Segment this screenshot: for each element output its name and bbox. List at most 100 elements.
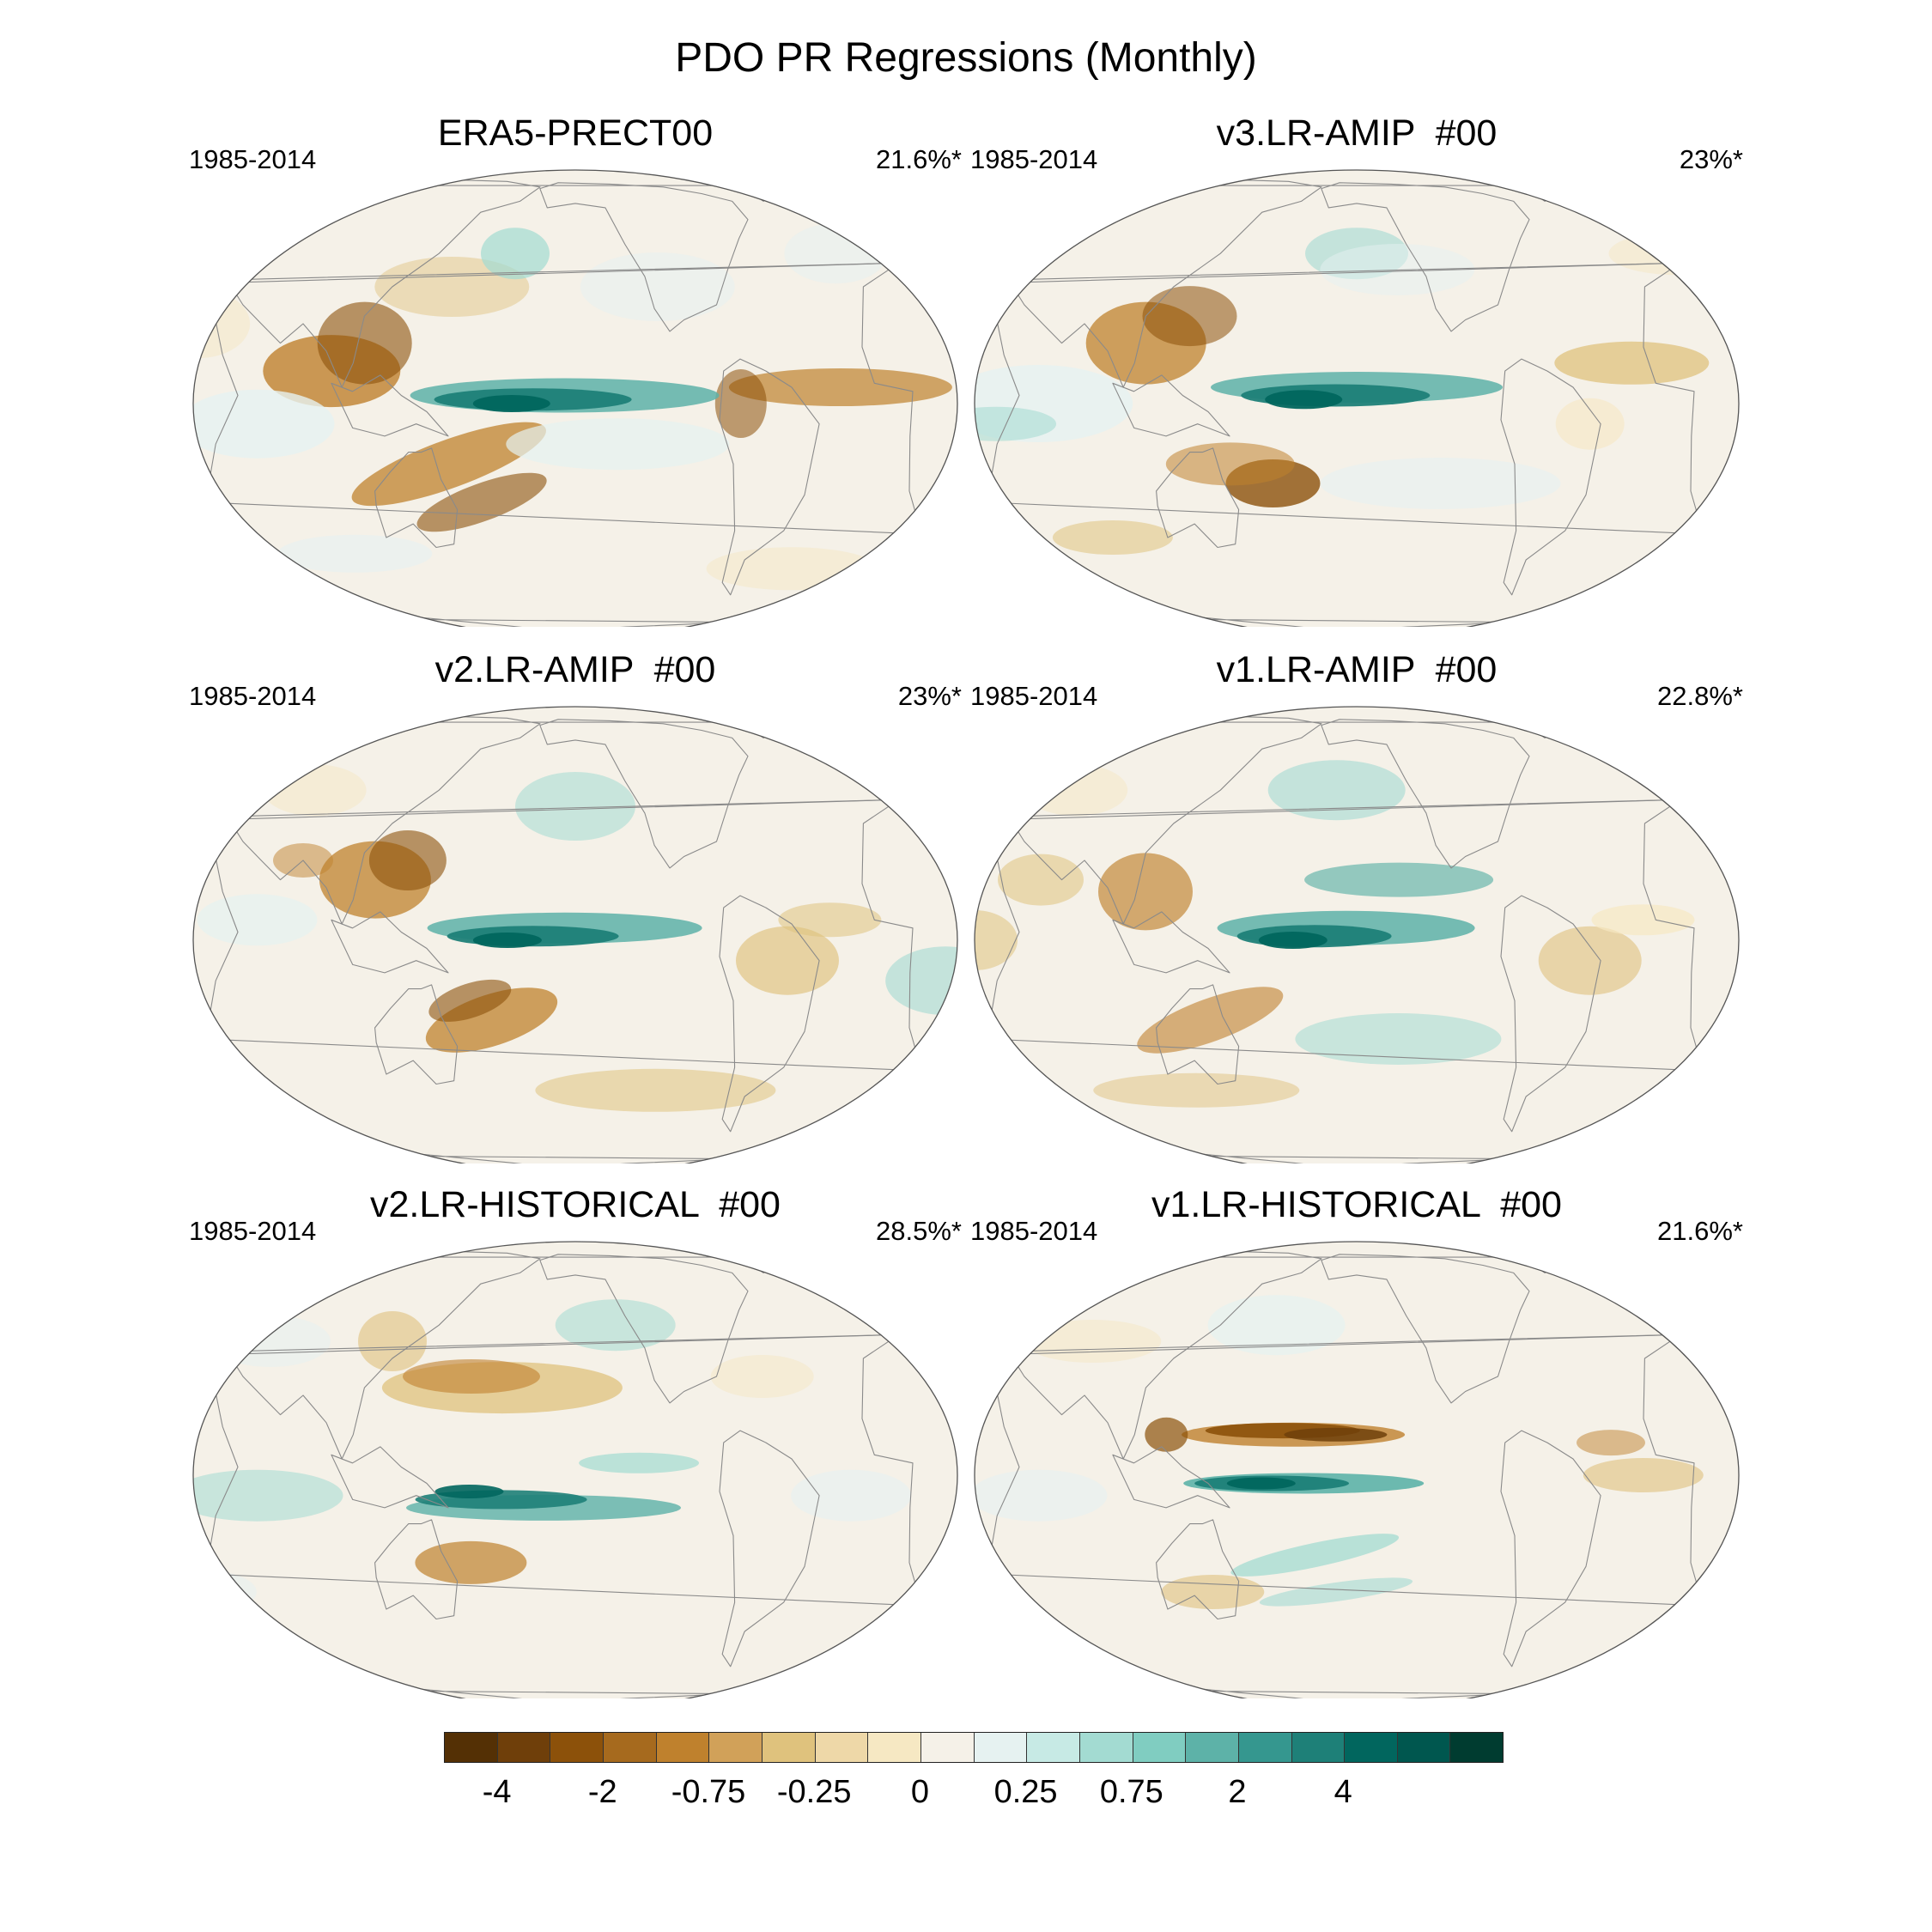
panel-title: v2.LR-AMIP #00 bbox=[434, 649, 716, 690]
coastline-north-america bbox=[1321, 719, 1530, 869]
anomaly-region bbox=[1230, 1534, 1400, 1577]
panel-title: v2.LR-HISTORICAL #00 bbox=[370, 1184, 781, 1225]
colorbar-swatch bbox=[762, 1733, 816, 1762]
map-border bbox=[974, 706, 1740, 1163]
colorbar-swatch bbox=[1186, 1733, 1239, 1762]
coastline-north-america bbox=[539, 1254, 749, 1404]
colorbar-swatch bbox=[1345, 1733, 1398, 1762]
anomaly-region bbox=[535, 1068, 776, 1112]
anomaly-region bbox=[1538, 926, 1642, 995]
robinson-map bbox=[974, 1241, 1740, 1698]
anomaly-region bbox=[555, 1299, 676, 1352]
figure-title: PDO PR Regressions (Monthly) bbox=[675, 35, 1257, 81]
panel-title: v1.LR-HISTORICAL #00 bbox=[1151, 1184, 1562, 1225]
panel-period: 1985-2014 bbox=[970, 681, 1098, 711]
colorbar-swatch bbox=[497, 1733, 551, 1762]
colorbar-swatch bbox=[920, 1733, 975, 1762]
anomaly-region bbox=[580, 252, 735, 321]
panel-variance: 23%* bbox=[897, 681, 962, 711]
anomaly-region bbox=[1583, 1458, 1704, 1492]
robinson-map bbox=[974, 706, 1740, 1163]
coastline-south-america bbox=[719, 1430, 820, 1668]
map-border bbox=[974, 169, 1740, 627]
panel-variance: 22.8%* bbox=[1657, 681, 1743, 711]
coastline-australia bbox=[1156, 1519, 1240, 1620]
coastline-north-america bbox=[1321, 182, 1530, 332]
precip-regression-field bbox=[975, 228, 1739, 555]
colorbar-tick-label: -2 bbox=[587, 1774, 617, 1810]
colorbar-tick-label: 0.25 bbox=[993, 1774, 1058, 1810]
anomaly-region bbox=[416, 472, 547, 532]
map-border bbox=[192, 1241, 958, 1698]
panel-period: 1985-2014 bbox=[970, 144, 1098, 174]
anomaly-region bbox=[1161, 1575, 1265, 1609]
panel-variance: 23%* bbox=[1679, 144, 1743, 174]
anomaly-region bbox=[415, 1540, 527, 1584]
anomaly-region bbox=[579, 1452, 700, 1473]
colorbar-tick-label: -0.25 bbox=[776, 1774, 852, 1810]
coastline-south-america bbox=[1500, 358, 1601, 596]
colorbar-swatch bbox=[868, 1733, 921, 1762]
anomaly-region bbox=[515, 772, 635, 841]
colorbar-swatch bbox=[709, 1733, 762, 1762]
robinson-map bbox=[192, 1241, 958, 1698]
colorbar-swatch bbox=[1133, 1733, 1187, 1762]
colorbar-swatch bbox=[1027, 1733, 1080, 1762]
colorbar-swatch bbox=[974, 1733, 1028, 1762]
coastline-australia bbox=[374, 1519, 459, 1620]
colorbar-swatch bbox=[1291, 1733, 1346, 1762]
map-panel-v2-historical: v2.LR-HISTORICAL #00 1985-2014 28.5%* bbox=[189, 1183, 962, 1698]
anomaly-region bbox=[403, 1359, 540, 1394]
map-background bbox=[975, 1242, 1739, 1698]
coastline-south-america bbox=[719, 895, 820, 1133]
colorbar-swatch bbox=[445, 1733, 498, 1762]
anomaly-region bbox=[1207, 1295, 1346, 1356]
anomaly-region bbox=[506, 418, 730, 471]
anomaly-region bbox=[1024, 1320, 1162, 1363]
coastline-south-america bbox=[719, 358, 820, 596]
anomaly-region bbox=[1320, 244, 1475, 295]
colorbar-swatch bbox=[1397, 1733, 1451, 1762]
panel-title: v3.LR-AMIP #00 bbox=[1216, 112, 1498, 154]
anomaly-region bbox=[1145, 1417, 1188, 1452]
anomaly-region bbox=[1591, 904, 1695, 936]
coastline-australia bbox=[374, 984, 459, 1085]
anomaly-region bbox=[317, 301, 412, 385]
anomaly-region bbox=[1284, 1427, 1388, 1442]
coastline-australia bbox=[1156, 447, 1240, 549]
colorbar bbox=[444, 1732, 1504, 1763]
coastline-maritime bbox=[1112, 1446, 1230, 1509]
anomaly-region bbox=[193, 1469, 343, 1522]
anomaly-region bbox=[1320, 458, 1561, 509]
colorbar-tick-label: 0 bbox=[910, 1774, 929, 1810]
anomaly-region bbox=[1024, 764, 1128, 817]
anomaly-region bbox=[706, 547, 878, 591]
anomaly-region bbox=[263, 764, 367, 817]
precip-regression-field bbox=[197, 764, 957, 1112]
colorbar-tick-label: 2 bbox=[1228, 1774, 1247, 1810]
anomaly-region bbox=[791, 1469, 912, 1522]
coastline-australia bbox=[374, 447, 459, 549]
panel-variance: 21.6%* bbox=[876, 144, 962, 174]
coastline-maritime bbox=[1112, 911, 1230, 974]
coastline-north-america bbox=[539, 719, 749, 869]
colorbar-swatch bbox=[1450, 1733, 1504, 1762]
map-panel-era5: ERA5-PRECT00 1985-2014 21.6%* bbox=[189, 112, 962, 627]
anomaly-region bbox=[425, 987, 558, 1053]
anomaly-region bbox=[472, 933, 542, 948]
colorbar-swatch bbox=[1238, 1733, 1292, 1762]
panel-period: 1985-2014 bbox=[189, 1216, 317, 1246]
panel-variance: 28.5%* bbox=[876, 1216, 962, 1246]
colorbar-tick-label: -4 bbox=[482, 1774, 512, 1810]
coastline-north-america bbox=[539, 182, 749, 332]
coastline-maritime bbox=[331, 911, 449, 974]
map-panel-v2-amip: v2.LR-AMIP #00 1985-2014 23%* bbox=[189, 648, 962, 1163]
anomaly-region bbox=[778, 902, 882, 938]
anomaly-region bbox=[1577, 1430, 1645, 1456]
anomaly-region bbox=[1165, 442, 1295, 486]
colorbar-swatch bbox=[656, 1733, 710, 1762]
map-panel-v1-historical: v1.LR-HISTORICAL #00 1985-2014 21.6%* bbox=[970, 1183, 1743, 1698]
anomaly-region bbox=[1265, 390, 1343, 410]
anomaly-region bbox=[998, 854, 1084, 906]
colorbar-swatch bbox=[1079, 1733, 1133, 1762]
